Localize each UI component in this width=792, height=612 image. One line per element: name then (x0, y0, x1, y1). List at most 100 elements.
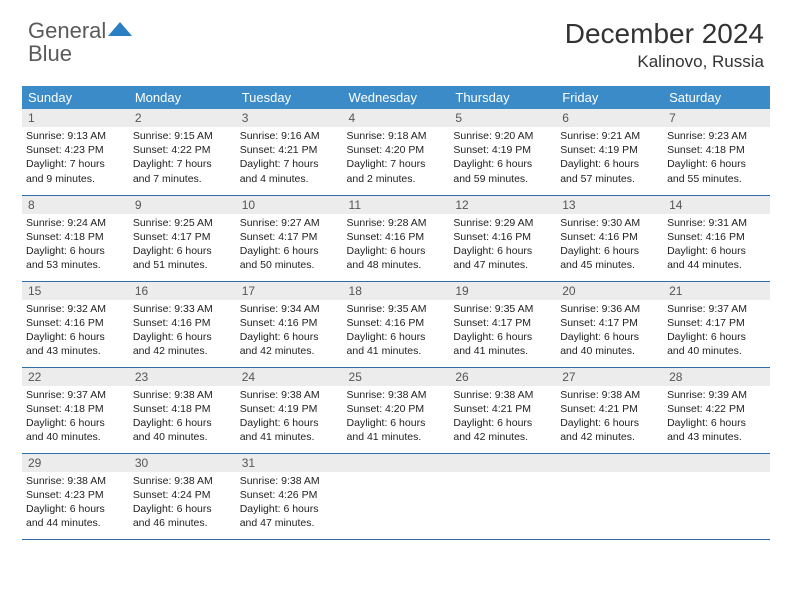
daylight-line: Daylight: 6 hours and 51 minutes. (133, 244, 232, 272)
month-title: December 2024 (565, 18, 764, 50)
daylight-line: Daylight: 6 hours and 47 minutes. (240, 502, 339, 530)
calendar-cell: 15Sunrise: 9:32 AMSunset: 4:16 PMDayligh… (22, 281, 129, 367)
day-number: 1 (22, 109, 129, 127)
sunset-line: Sunset: 4:16 PM (453, 230, 552, 244)
logo-text: General Blue (28, 18, 134, 66)
sunset-line: Sunset: 4:16 PM (133, 316, 232, 330)
daylight-line: Daylight: 6 hours and 41 minutes. (347, 330, 446, 358)
calendar-cell: 10Sunrise: 9:27 AMSunset: 4:17 PMDayligh… (236, 195, 343, 281)
calendar-cell: 2Sunrise: 9:15 AMSunset: 4:22 PMDaylight… (129, 109, 236, 195)
day-body: Sunrise: 9:38 AMSunset: 4:21 PMDaylight:… (556, 386, 663, 449)
day-number: 25 (343, 368, 450, 386)
daylight-line: Daylight: 6 hours and 40 minutes. (560, 330, 659, 358)
sunrise-line: Sunrise: 9:27 AM (240, 216, 339, 230)
calendar-cell: 3Sunrise: 9:16 AMSunset: 4:21 PMDaylight… (236, 109, 343, 195)
day-body: Sunrise: 9:39 AMSunset: 4:22 PMDaylight:… (663, 386, 770, 449)
calendar-cell: 13Sunrise: 9:30 AMSunset: 4:16 PMDayligh… (556, 195, 663, 281)
day-body: Sunrise: 9:37 AMSunset: 4:17 PMDaylight:… (663, 300, 770, 363)
sunrise-line: Sunrise: 9:34 AM (240, 302, 339, 316)
sunrise-line: Sunrise: 9:30 AM (560, 216, 659, 230)
sunrise-line: Sunrise: 9:35 AM (453, 302, 552, 316)
daylight-line: Daylight: 7 hours and 9 minutes. (26, 157, 125, 185)
calendar-row: 22Sunrise: 9:37 AMSunset: 4:18 PMDayligh… (22, 367, 770, 453)
sunrise-line: Sunrise: 9:36 AM (560, 302, 659, 316)
day-number: 20 (556, 282, 663, 300)
calendar-cell: 6Sunrise: 9:21 AMSunset: 4:19 PMDaylight… (556, 109, 663, 195)
daylight-line: Daylight: 6 hours and 50 minutes. (240, 244, 339, 272)
day-number: 12 (449, 196, 556, 214)
sunrise-line: Sunrise: 9:38 AM (560, 388, 659, 402)
calendar-cell: 18Sunrise: 9:35 AMSunset: 4:16 PMDayligh… (343, 281, 450, 367)
day-number-empty (343, 454, 450, 472)
daylight-line: Daylight: 6 hours and 55 minutes. (667, 157, 766, 185)
sunset-line: Sunset: 4:17 PM (240, 230, 339, 244)
day-body: Sunrise: 9:20 AMSunset: 4:19 PMDaylight:… (449, 127, 556, 190)
sunrise-line: Sunrise: 9:38 AM (240, 474, 339, 488)
daylight-line: Daylight: 6 hours and 40 minutes. (26, 416, 125, 444)
sunrise-line: Sunrise: 9:24 AM (26, 216, 125, 230)
sunrise-line: Sunrise: 9:38 AM (240, 388, 339, 402)
day-number: 17 (236, 282, 343, 300)
sunset-line: Sunset: 4:16 PM (240, 316, 339, 330)
day-number: 22 (22, 368, 129, 386)
daylight-line: Daylight: 6 hours and 42 minutes. (133, 330, 232, 358)
triangle-icon (106, 18, 134, 38)
sunrise-line: Sunrise: 9:38 AM (133, 388, 232, 402)
calendar-cell: 1Sunrise: 9:13 AMSunset: 4:23 PMDaylight… (22, 109, 129, 195)
daylight-line: Daylight: 7 hours and 7 minutes. (133, 157, 232, 185)
logo-word-1: General (28, 18, 106, 43)
day-body: Sunrise: 9:27 AMSunset: 4:17 PMDaylight:… (236, 214, 343, 277)
sunrise-line: Sunrise: 9:15 AM (133, 129, 232, 143)
sunset-line: Sunset: 4:18 PM (26, 230, 125, 244)
sunset-line: Sunset: 4:22 PM (667, 402, 766, 416)
weekday-header-row: Sunday Monday Tuesday Wednesday Thursday… (22, 86, 770, 109)
daylight-line: Daylight: 6 hours and 47 minutes. (453, 244, 552, 272)
calendar-row: 8Sunrise: 9:24 AMSunset: 4:18 PMDaylight… (22, 195, 770, 281)
title-block: December 2024 Kalinovo, Russia (565, 18, 764, 72)
sunset-line: Sunset: 4:17 PM (667, 316, 766, 330)
daylight-line: Daylight: 6 hours and 53 minutes. (26, 244, 125, 272)
day-number: 26 (449, 368, 556, 386)
sunset-line: Sunset: 4:16 PM (347, 316, 446, 330)
day-number-empty (556, 454, 663, 472)
calendar-cell: 26Sunrise: 9:38 AMSunset: 4:21 PMDayligh… (449, 367, 556, 453)
location: Kalinovo, Russia (565, 52, 764, 72)
sunrise-line: Sunrise: 9:33 AM (133, 302, 232, 316)
calendar-cell: 8Sunrise: 9:24 AMSunset: 4:18 PMDaylight… (22, 195, 129, 281)
day-number: 29 (22, 454, 129, 472)
sunset-line: Sunset: 4:18 PM (26, 402, 125, 416)
sunset-line: Sunset: 4:17 PM (453, 316, 552, 330)
sunset-line: Sunset: 4:16 PM (26, 316, 125, 330)
calendar-cell: 28Sunrise: 9:39 AMSunset: 4:22 PMDayligh… (663, 367, 770, 453)
sunset-line: Sunset: 4:18 PM (667, 143, 766, 157)
day-body: Sunrise: 9:38 AMSunset: 4:19 PMDaylight:… (236, 386, 343, 449)
day-number: 3 (236, 109, 343, 127)
calendar-cell: 30Sunrise: 9:38 AMSunset: 4:24 PMDayligh… (129, 453, 236, 539)
daylight-line: Daylight: 6 hours and 43 minutes. (667, 416, 766, 444)
daylight-line: Daylight: 6 hours and 44 minutes. (667, 244, 766, 272)
day-body: Sunrise: 9:38 AMSunset: 4:18 PMDaylight:… (129, 386, 236, 449)
calendar-table: Sunday Monday Tuesday Wednesday Thursday… (22, 86, 770, 540)
daylight-line: Daylight: 6 hours and 59 minutes. (453, 157, 552, 185)
day-number: 7 (663, 109, 770, 127)
day-number: 14 (663, 196, 770, 214)
sunset-line: Sunset: 4:26 PM (240, 488, 339, 502)
day-number: 9 (129, 196, 236, 214)
weekday-header: Wednesday (343, 86, 450, 109)
sunset-line: Sunset: 4:22 PM (133, 143, 232, 157)
day-body: Sunrise: 9:30 AMSunset: 4:16 PMDaylight:… (556, 214, 663, 277)
day-number: 21 (663, 282, 770, 300)
day-body: Sunrise: 9:32 AMSunset: 4:16 PMDaylight:… (22, 300, 129, 363)
day-number: 19 (449, 282, 556, 300)
calendar-cell: 23Sunrise: 9:38 AMSunset: 4:18 PMDayligh… (129, 367, 236, 453)
sunrise-line: Sunrise: 9:37 AM (26, 388, 125, 402)
daylight-line: Daylight: 7 hours and 4 minutes. (240, 157, 339, 185)
daylight-line: Daylight: 6 hours and 45 minutes. (560, 244, 659, 272)
calendar-cell: 16Sunrise: 9:33 AMSunset: 4:16 PMDayligh… (129, 281, 236, 367)
sunset-line: Sunset: 4:17 PM (560, 316, 659, 330)
daylight-line: Daylight: 6 hours and 40 minutes. (667, 330, 766, 358)
weekday-header: Saturday (663, 86, 770, 109)
day-body: Sunrise: 9:29 AMSunset: 4:16 PMDaylight:… (449, 214, 556, 277)
sunset-line: Sunset: 4:19 PM (240, 402, 339, 416)
day-body: Sunrise: 9:24 AMSunset: 4:18 PMDaylight:… (22, 214, 129, 277)
